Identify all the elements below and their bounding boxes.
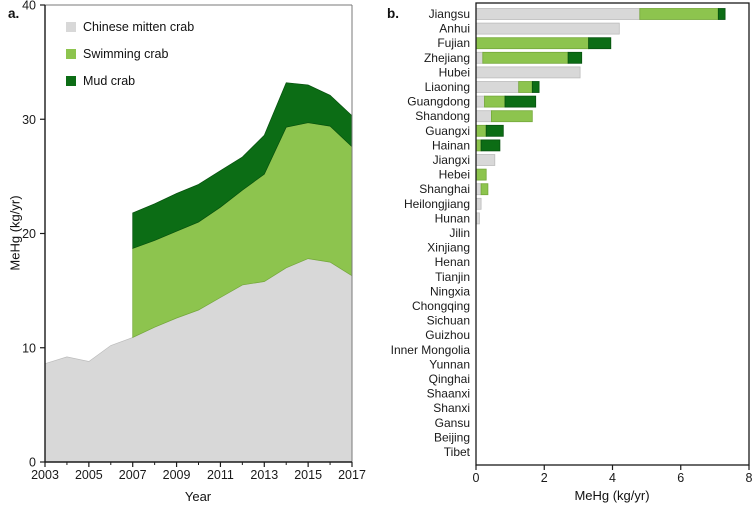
category-label-guangxi: Guangxi: [425, 124, 470, 138]
category-label-qinghai: Qinghai: [429, 372, 470, 386]
bar-segment-mud-crab-guangdong: [504, 95, 537, 108]
category-label-jiangxi: Jiangxi: [433, 153, 470, 167]
category-label-hubei: Hubei: [439, 65, 470, 79]
category-label-hainan: Hainan: [432, 138, 470, 152]
panel-a-y-tick-label: 10: [22, 341, 36, 355]
panel-a-y-axis-title: MeHg (kg/yr): [7, 195, 23, 271]
category-label-guangdong: Guangdong: [407, 95, 470, 109]
category-label-hebei: Hebei: [439, 168, 470, 182]
category-label-liaoning: Liaoning: [425, 80, 470, 94]
category-label-fujian: Fujian: [437, 36, 470, 50]
bar-segment-swimming-crab-zhejiang: [482, 51, 569, 64]
legend-item-swimming-crab: Swimming crab: [66, 47, 194, 61]
panel-b: JiangsuAnhuiFujianZhejiangHubeiLiaoningG…: [391, 2, 753, 485]
bar-segment-chinese-mitten-crab-shanghai: [475, 183, 482, 196]
bar-segment-chinese-mitten-crab-heilongjiang: [475, 197, 482, 210]
category-label-xinjiang: Xinjiang: [427, 241, 470, 255]
bar-segment-swimming-crab-fujian: [475, 37, 589, 50]
bar-segment-chinese-mitten-crab-shandong: [475, 110, 492, 123]
category-label-jilin: Jilin: [449, 226, 470, 240]
panel-a-x-tick-label: 2003: [31, 468, 59, 482]
category-label-gansu: Gansu: [435, 416, 470, 430]
panel-a-x-tick-label: 2009: [163, 468, 191, 482]
category-label-anhui: Anhui: [439, 22, 470, 36]
category-label-sichuan: Sichuan: [427, 314, 470, 328]
bar-segment-chinese-mitten-crab-liaoning: [475, 81, 520, 93]
legend-item-chinese-mitten-crab: Chinese mitten crab: [66, 20, 194, 34]
legend-swatch-swimming-crab: [66, 49, 76, 59]
category-label-yunnan: Yunnan: [429, 357, 470, 371]
bar-segment-chinese-mitten-crab-jiangsu: [475, 8, 641, 20]
bar-segment-swimming-crab-liaoning: [518, 81, 533, 93]
category-label-shandong: Shandong: [415, 109, 470, 123]
panel-a-y-tick-label: 20: [22, 227, 36, 241]
bar-segment-mud-crab-zhejiang: [567, 51, 583, 64]
category-label-heilongjiang: Heilongjiang: [404, 197, 470, 211]
category-label-beijing: Beijing: [434, 430, 470, 444]
category-label-inner-mongolia: Inner Mongolia: [391, 343, 471, 357]
bar-segment-swimming-crab-hebei: [475, 168, 487, 181]
bar-segment-swimming-crab-guangxi: [475, 124, 487, 137]
bar-segment-chinese-mitten-crab-hubei: [475, 66, 581, 79]
panel-a: 2003 2005 2007 2009 2011 2013 2015 2017 0 10 20 30 4…: [22, 0, 366, 482]
category-label-henan: Henan: [435, 255, 470, 269]
panel-b-x-tick-label: 0: [473, 471, 480, 485]
category-label-zhejiang: Zhejiang: [424, 51, 470, 65]
category-label-chongqing: Chongqing: [412, 299, 470, 313]
legend-label-mud-crab: Mud crab: [83, 74, 136, 88]
panel-a-x-tick-label: 2015: [294, 468, 322, 482]
bar-segment-swimming-crab-guangdong: [484, 95, 506, 108]
category-label-jiangsu: Jiangsu: [429, 7, 470, 21]
panel-a-y-tick-label: 30: [22, 113, 36, 127]
legend: Chinese mitten crab Swimming crab Mud cr…: [66, 20, 194, 101]
legend-swatch-mud-crab: [66, 76, 76, 86]
panel-a-x-tick-label: 2013: [250, 468, 278, 482]
bar-segment-mud-crab-liaoning: [531, 81, 540, 93]
category-label-shaanxi: Shaanxi: [427, 387, 470, 401]
category-label-shanghai: Shanghai: [419, 182, 470, 196]
panel-a-y-tick-label: 0: [29, 456, 36, 470]
panel-a-x-tick-label: 2011: [207, 468, 234, 482]
bar-segment-chinese-mitten-crab-anhui: [475, 22, 620, 35]
panel-b-x-tick-label: 2: [541, 471, 548, 485]
category-label-tibet: Tibet: [444, 445, 471, 459]
bar-segment-swimming-crab-jiangsu: [639, 8, 719, 20]
bar-segment-swimming-crab-hainan: [475, 139, 482, 152]
bar-segment-swimming-crab-shanghai: [480, 183, 489, 196]
panel-b-x-tick-label: 6: [677, 471, 684, 485]
category-label-guizhou: Guizhou: [425, 328, 470, 342]
legend-item-mud-crab: Mud crab: [66, 74, 194, 88]
bar-segment-chinese-mitten-crab-guangdong: [475, 95, 485, 108]
panel-a-y-tick-label: 40: [22, 0, 36, 13]
panel-b-x-tick-label: 8: [746, 471, 753, 485]
panel-a-x-tick-label: 2007: [119, 468, 147, 482]
bar-segment-swimming-crab-shandong: [490, 110, 533, 123]
legend-label-swimming-crab: Swimming crab: [83, 47, 169, 61]
panel-a-x-tick-label: 2017: [338, 468, 366, 482]
panel-a-label: a.: [8, 6, 20, 21]
bar-segment-mud-crab-jiangsu: [717, 8, 726, 20]
category-label-ningxia: Ningxia: [430, 284, 470, 298]
legend-swatch-chinese-mitten-crab: [66, 22, 76, 32]
bar-segment-chinese-mitten-crab-jiangxi: [475, 154, 496, 166]
panel-a-x-axis-title: Year: [184, 489, 212, 504]
category-label-hunan: Hunan: [435, 211, 470, 225]
bar-segment-chinese-mitten-crab-zhejiang: [475, 51, 484, 64]
legend-label-chinese-mitten-crab: Chinese mitten crab: [83, 20, 195, 34]
panel-b-x-axis-title: MeHg (kg/yr): [574, 488, 650, 503]
bar-segment-mud-crab-hainan: [480, 139, 501, 152]
panel-a-x-tick-label: 2005: [75, 468, 103, 482]
panel-b-x-tick-label: 4: [609, 471, 616, 485]
panel-b-label: b.: [387, 6, 399, 21]
category-label-tianjin: Tianjin: [435, 270, 470, 284]
bar-segment-mud-crab-guangxi: [485, 124, 504, 137]
category-label-shanxi: Shanxi: [433, 401, 470, 415]
bar-segment-mud-crab-fujian: [588, 37, 612, 50]
